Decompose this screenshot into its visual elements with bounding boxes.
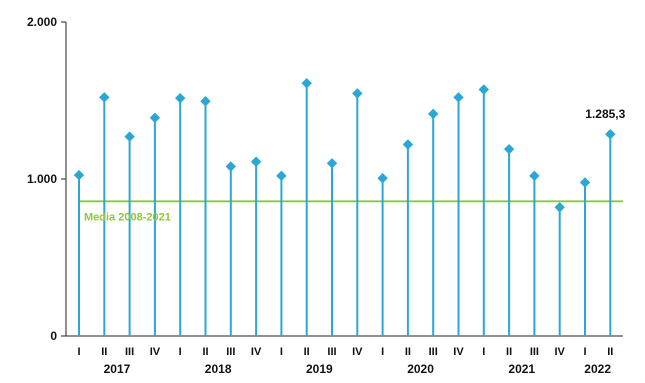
data-point: [225, 161, 236, 172]
year-label: 2018: [205, 362, 232, 376]
x-tick-label: I: [179, 346, 182, 358]
x-tick-label: III: [226, 346, 235, 358]
x-tick-label: II: [405, 346, 411, 358]
data-point: [352, 88, 363, 99]
x-tick-label: I: [77, 346, 80, 358]
x-tick-label: IV: [352, 346, 363, 358]
x-tick-label: III: [125, 346, 134, 358]
data-point: [175, 92, 186, 104]
data-point: [200, 96, 211, 107]
x-tick-label: II: [101, 346, 107, 358]
data-point: [99, 92, 110, 103]
year-label: 2021: [508, 362, 535, 376]
average-label: Media 2008-2021: [84, 211, 171, 223]
x-tick-label: IV: [251, 346, 262, 358]
data-point: [301, 78, 312, 89]
x-tick-label: IV: [150, 346, 161, 358]
x-tick-label: IV: [453, 346, 464, 358]
x-tick-label: IV: [554, 346, 565, 358]
data-point: [428, 108, 439, 120]
x-tick-label: II: [304, 346, 310, 358]
series-markers: [73, 78, 616, 213]
data-point: [73, 169, 85, 181]
x-tick-label: II: [202, 346, 208, 358]
x-tick-label: I: [280, 346, 283, 358]
y-tick-label: 0: [50, 329, 57, 343]
x-tick-label: I: [381, 346, 384, 358]
x-tick-label: II: [607, 346, 613, 358]
x-tick-label: III: [429, 346, 438, 358]
data-point: [326, 158, 338, 169]
data-point: [503, 143, 515, 155]
data-point: [124, 131, 135, 142]
data-point: [554, 202, 565, 213]
x-tick-label: II: [506, 346, 512, 358]
year-label: 2022: [584, 362, 611, 376]
data-point: [377, 173, 388, 184]
x-tick-label: III: [327, 346, 336, 358]
data-point: [478, 84, 489, 95]
data-point: [579, 177, 591, 188]
data-label: 1.285,3: [585, 107, 625, 121]
data-point: [250, 156, 262, 167]
x-tick-label: I: [583, 346, 586, 358]
data-point: [402, 139, 414, 150]
y-tick-label: 2.000: [27, 15, 57, 29]
data-point: [149, 112, 161, 123]
data-point: [276, 170, 287, 182]
x-tick-label: III: [530, 346, 539, 358]
y-axis: 0 1.000 2.000: [27, 15, 67, 343]
year-label: 2020: [407, 362, 434, 376]
data-point: [605, 129, 616, 140]
y-tick-label: 1.000: [27, 172, 57, 186]
year-label: 2019: [306, 362, 333, 376]
year-label: 2017: [104, 362, 131, 376]
data-point: [529, 170, 540, 182]
x-tick-label: I: [482, 346, 485, 358]
data-point: [453, 92, 464, 103]
series-stems: [78, 83, 612, 336]
x-labels: I II III IV I II III IV I II III IV I II III IV I II III IV…: [77, 346, 613, 376]
